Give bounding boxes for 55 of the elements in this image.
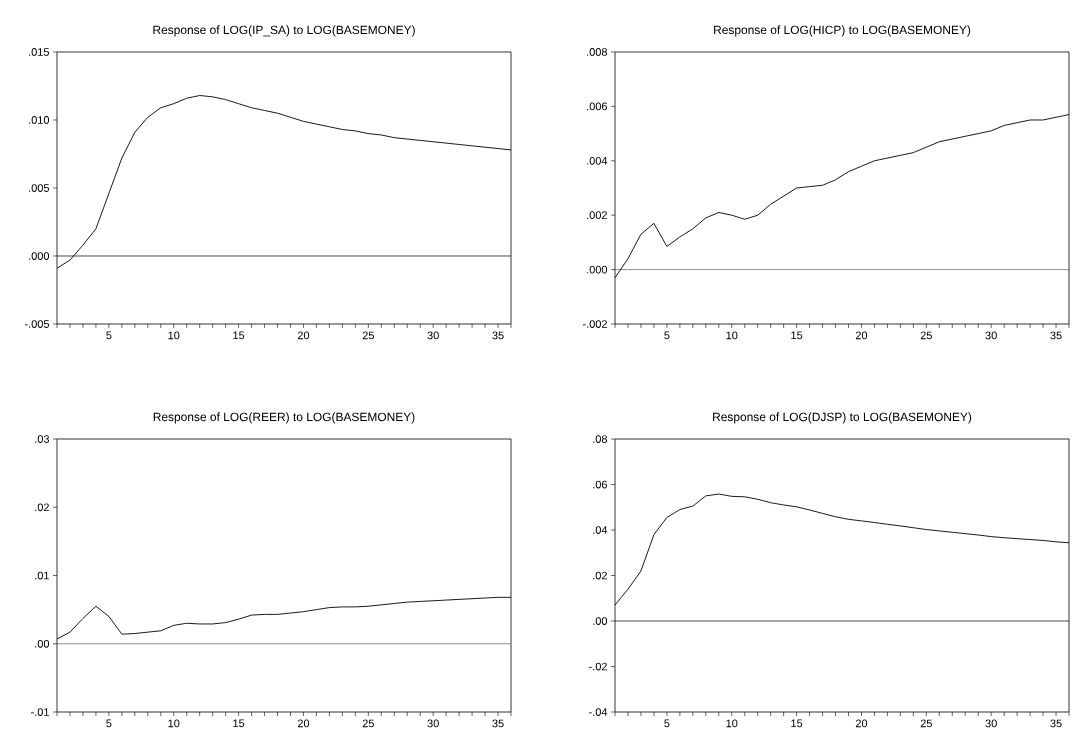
x-tick-label: 10: [168, 331, 180, 340]
y-tick-label: .005: [29, 184, 50, 192]
x-tick-label: 30: [985, 331, 997, 340]
x-tick-label: 35: [492, 331, 504, 340]
x-tick-label: 25: [920, 719, 932, 728]
y-tick-label: .00: [593, 617, 608, 625]
x-tick-label: 15: [233, 331, 245, 340]
x-tick-label: 20: [297, 331, 310, 340]
y-tick-label: -.002: [582, 320, 607, 328]
x-tick-label: 20: [855, 719, 868, 728]
x-tick-label: 10: [168, 719, 180, 728]
x-tick-label: 5: [106, 331, 112, 340]
y-tick-label: .015: [29, 48, 50, 56]
y-tick-label: .02: [35, 503, 49, 512]
y-tick-label: -.02: [589, 662, 607, 671]
x-tick-label: 35: [1050, 331, 1062, 340]
x-tick-label: 15: [233, 719, 245, 728]
y-tick-label: .004: [587, 156, 608, 165]
x-tick-label: 15: [791, 331, 803, 340]
y-tick-label: .00: [35, 639, 50, 648]
x-tick-label: 35: [1050, 719, 1062, 728]
y-tick-label: .006: [587, 102, 607, 111]
y-tick-label: .010: [29, 116, 50, 124]
y-tick-label: .01: [35, 571, 49, 580]
y-tick-label: -.01: [31, 708, 49, 716]
x-tick-label: 30: [427, 331, 439, 340]
x-tick-label: 30: [427, 719, 439, 728]
y-tick-label: .06: [593, 480, 607, 489]
x-tick-label: 25: [362, 331, 374, 340]
x-tick-label: 30: [985, 719, 997, 728]
chart-title: Response of LOG(DJSP) to LOG(BASEMONEY): [713, 412, 972, 424]
y-tick-label: .08: [593, 435, 607, 443]
y-tick-label: .02: [593, 571, 607, 580]
chart-title: Response of LOG(IP_SA) to LOG(BASEMONEY): [153, 25, 415, 37]
chart-title: Response of LOG(HICP) to LOG(BASEMONEY): [714, 25, 971, 37]
x-tick-label: 10: [726, 719, 738, 728]
y-tick-label: -.005: [24, 320, 50, 328]
x-tick-label: 20: [297, 719, 310, 728]
y-tick-label: .000: [29, 252, 50, 260]
x-tick-label: 25: [362, 719, 374, 728]
x-tick-label: 20: [855, 331, 868, 340]
x-tick-label: 10: [726, 331, 738, 340]
y-tick-label: -.04: [589, 708, 608, 716]
y-tick-label: .000: [587, 265, 608, 274]
x-tick-label: 5: [664, 719, 670, 728]
x-tick-label: 25: [920, 331, 932, 340]
x-tick-label: 5: [664, 331, 670, 340]
y-tick-label: .002: [587, 211, 607, 220]
y-tick-label: .04: [593, 526, 608, 534]
x-tick-label: 15: [791, 719, 803, 728]
x-tick-label: 35: [492, 719, 504, 728]
x-tick-label: 5: [106, 719, 112, 728]
y-tick-label: .03: [35, 435, 49, 443]
chart-title: Response of LOG(REER) to LOG(BASEMONEY): [153, 412, 415, 424]
y-tick-label: .008: [587, 48, 607, 56]
